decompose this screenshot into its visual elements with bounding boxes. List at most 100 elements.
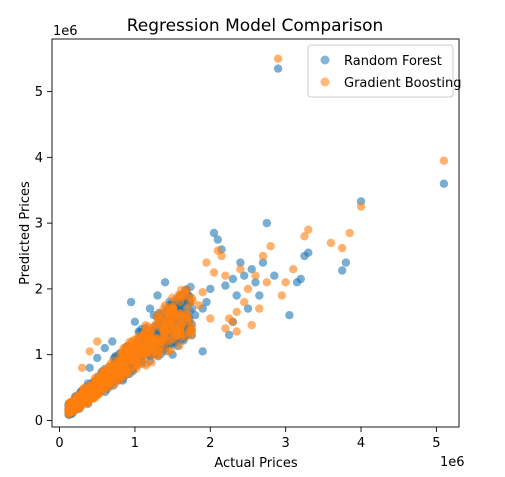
data-point	[300, 232, 309, 241]
data-point	[160, 301, 170, 310]
data-point	[232, 327, 241, 336]
data-point	[153, 337, 162, 346]
data-point	[141, 346, 150, 355]
x-tick-label: 0	[55, 436, 63, 451]
data-point	[198, 347, 207, 356]
data-point	[175, 341, 184, 350]
data-point	[176, 333, 185, 342]
data-point	[175, 317, 185, 326]
y-tick-label: 3	[35, 217, 43, 232]
data-point	[85, 347, 94, 356]
data-point	[126, 297, 136, 307]
data-point	[162, 309, 171, 318]
data-point	[145, 330, 155, 340]
data-point	[338, 243, 347, 253]
data-point	[188, 296, 197, 306]
data-point	[345, 228, 354, 238]
data-point	[202, 297, 211, 307]
data-point	[93, 353, 102, 363]
data-point	[73, 396, 83, 405]
data-point	[236, 265, 245, 274]
data-point	[251, 271, 260, 280]
data-point	[168, 293, 177, 302]
data-point	[224, 330, 234, 340]
data-point	[224, 314, 234, 323]
data-point	[92, 385, 101, 395]
data-point	[289, 265, 298, 274]
data-point	[141, 321, 150, 330]
data-point	[156, 348, 165, 357]
data-point	[206, 314, 215, 323]
data-point	[191, 311, 200, 320]
data-point	[296, 274, 305, 284]
data-point	[243, 304, 253, 313]
data-point	[251, 278, 260, 287]
chart-title: Regression Model Comparison	[127, 16, 384, 36]
data-point	[112, 370, 122, 379]
data-point	[258, 258, 268, 267]
data-point	[270, 271, 279, 280]
data-point	[206, 284, 215, 294]
data-point	[85, 389, 95, 399]
data-point	[97, 375, 106, 385]
plot-area: 0 1 2 3 4 5 0 1 2 3 4 5	[35, 38, 460, 451]
y-tick-label: 5	[35, 85, 43, 100]
data-point	[168, 311, 177, 320]
y-tick-label: 1	[35, 348, 43, 363]
x-tick-label: 1	[131, 436, 139, 451]
data-point	[130, 317, 140, 326]
data-point	[85, 363, 94, 372]
data-point	[439, 156, 449, 165]
data-point	[232, 307, 241, 317]
data-point	[108, 337, 117, 346]
data-point	[221, 271, 230, 280]
data-point	[240, 271, 249, 280]
data-point	[247, 265, 256, 274]
data-point	[285, 311, 294, 320]
data-point	[356, 202, 366, 211]
data-point	[439, 179, 449, 188]
data-point	[138, 334, 147, 343]
data-point	[232, 291, 241, 300]
data-point	[124, 369, 133, 378]
y-tick-label: 4	[35, 151, 43, 166]
data-point	[157, 317, 166, 326]
data-point	[338, 266, 347, 275]
x-tick-label: 5	[432, 436, 440, 451]
data-point	[187, 330, 196, 340]
legend-box	[307, 44, 454, 98]
data-point	[175, 309, 184, 318]
data-point	[145, 304, 155, 313]
data-point	[262, 278, 271, 287]
data-point	[258, 251, 268, 261]
data-point	[147, 358, 156, 367]
data-point	[273, 54, 283, 63]
data-point	[304, 225, 313, 234]
x-tick-label: 2	[206, 436, 214, 451]
data-point	[202, 258, 211, 267]
x-axis-label: Actual Prices	[214, 456, 298, 471]
data-point	[217, 251, 226, 261]
data-point	[100, 343, 110, 353]
data-point	[93, 337, 102, 346]
data-point	[65, 405, 74, 415]
data-point	[300, 251, 309, 261]
x-tick-label: 3	[282, 436, 290, 451]
data-point	[118, 354, 128, 363]
data-point	[179, 291, 189, 300]
data-point	[221, 324, 230, 333]
x-tick-label: 4	[357, 436, 365, 451]
data-point	[247, 320, 256, 330]
data-point	[98, 368, 107, 377]
data-point	[198, 288, 207, 297]
data-point	[221, 281, 230, 290]
data-point	[277, 291, 287, 300]
data-point	[281, 278, 290, 287]
data-point	[236, 258, 245, 267]
data-point	[169, 335, 179, 344]
data-point	[81, 395, 90, 405]
data-point	[228, 274, 238, 284]
legend-label-gradient-boosting: Gradient Boosting	[344, 76, 462, 91]
data-point	[130, 353, 140, 363]
legend-marker-random-forest	[320, 55, 330, 65]
